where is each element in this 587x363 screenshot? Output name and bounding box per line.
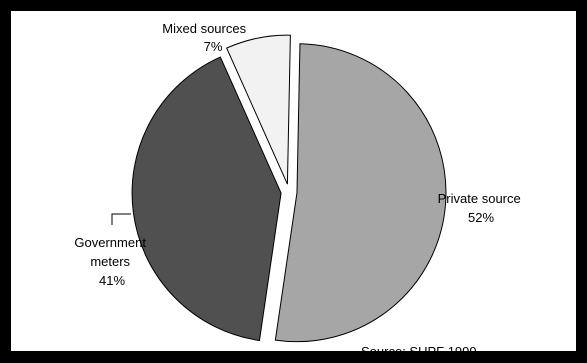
label-mixed-line2: 7% [204,39,223,54]
label-government-line3: 41% [99,273,125,288]
label-mixed-line1: Mixed sources [162,21,246,36]
label-private-source-line1: Private source [438,191,521,206]
pie-slices [131,34,447,343]
slice-mixed-sources [226,34,291,185]
label-mixed-sources: Mixed sources 7% [162,21,249,54]
label-private-source-line2: 52% [468,210,494,225]
label-government-line1: Government [74,235,146,250]
source-note: Source: SUPF 1999 [361,344,477,359]
label-government-line2: meters [90,254,130,269]
label-private-source: Private source 52% [438,191,525,225]
leader-lines [111,213,131,225]
slice-private-source [274,43,447,343]
slice-government-meters [131,56,282,342]
label-government-meters: Government meters 41% [74,235,149,288]
leader-line-government [111,213,131,225]
